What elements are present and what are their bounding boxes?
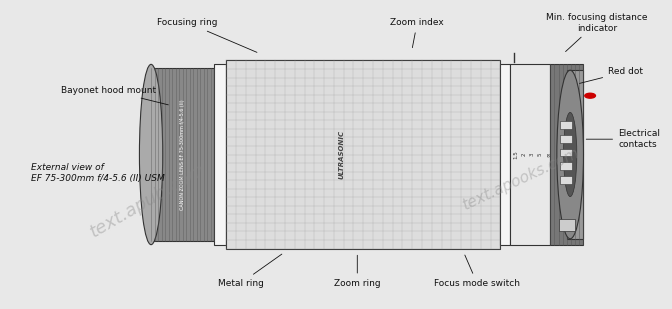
Text: Focusing ring: Focusing ring <box>157 18 257 52</box>
Bar <box>151 68 214 241</box>
Ellipse shape <box>557 70 583 239</box>
Text: CANON ZOOM LENS EF 75-300mm f/4-5.6 (II): CANON ZOOM LENS EF 75-300mm f/4-5.6 (II) <box>180 99 185 210</box>
Text: 3: 3 <box>530 153 534 156</box>
Text: 5: 5 <box>538 153 542 156</box>
Text: ULTRASONIC: ULTRASONIC <box>339 130 344 179</box>
Bar <box>560 135 572 143</box>
Bar <box>560 162 572 170</box>
Circle shape <box>585 93 595 98</box>
Bar <box>501 64 510 245</box>
Bar <box>559 219 575 231</box>
Text: text.apooks.com: text.apooks.com <box>460 145 581 213</box>
Ellipse shape <box>564 112 577 197</box>
Bar <box>226 61 501 248</box>
Bar <box>560 149 572 156</box>
Text: Metal ring: Metal ring <box>218 254 282 288</box>
Bar <box>560 121 572 129</box>
Text: ∞: ∞ <box>545 152 550 157</box>
Text: External view of
EF 75-300mm f/4-5.6 (II) USM: External view of EF 75-300mm f/4-5.6 (II… <box>32 163 165 183</box>
Text: Zoom ring: Zoom ring <box>334 255 380 288</box>
Bar <box>560 176 572 184</box>
Ellipse shape <box>139 64 163 245</box>
Text: Min. focusing distance
indicator: Min. focusing distance indicator <box>546 13 648 52</box>
Text: Focus mode switch: Focus mode switch <box>434 255 520 288</box>
Text: Red dot: Red dot <box>579 67 643 83</box>
Bar <box>567 70 583 239</box>
Text: text.apub.com: text.apub.com <box>87 160 209 241</box>
Bar <box>510 64 550 245</box>
Text: Zoom index: Zoom index <box>390 18 444 48</box>
Text: 2: 2 <box>521 153 526 156</box>
Text: Electrical
contacts: Electrical contacts <box>586 129 660 149</box>
Text: Bayonet hood mount: Bayonet hood mount <box>61 86 168 105</box>
Bar <box>550 64 583 245</box>
Text: 1.5: 1.5 <box>513 150 518 159</box>
Bar <box>214 64 226 245</box>
